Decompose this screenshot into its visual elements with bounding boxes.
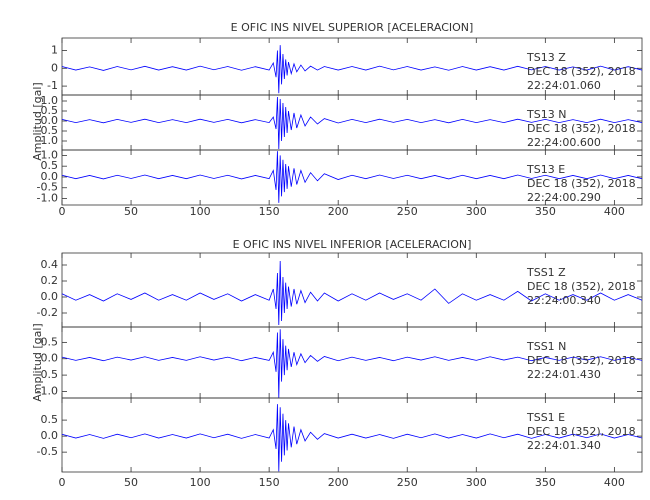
x-tick-label: 50 <box>124 476 138 489</box>
station-annotation: DEC 18 (352), 2018 <box>527 280 636 293</box>
panel-frame <box>61 149 643 206</box>
waveform <box>61 404 643 472</box>
y-tick-label: -1.0 <box>37 134 58 147</box>
y-tick-label: -0.5 <box>37 445 58 458</box>
y-tick-label: -0.5 <box>37 181 58 194</box>
y-tick-label: 0.5 <box>41 159 59 172</box>
station-annotation: DEC 18 (352), 2018 <box>527 354 636 367</box>
y-tick-label: 0.5 <box>41 413 59 426</box>
y-tick-label: -0.5 <box>37 124 58 137</box>
station-annotation: DEC 18 (352), 2018 <box>527 425 636 438</box>
x-tick-label: 200 <box>328 205 349 218</box>
station-annotation: 22:24:00.340 <box>527 294 601 307</box>
x-tick-label: 0 <box>59 476 66 489</box>
waveform <box>61 329 643 399</box>
x-tick-label: 400 <box>604 476 625 489</box>
chart-title: E OFIC INS NIVEL SUPERIOR [ACELERACION] <box>231 21 474 34</box>
x-tick-label: 100 <box>190 476 211 489</box>
y-tick-label: 0.0 <box>41 170 59 183</box>
y-tick-label: -1.0 <box>37 384 58 397</box>
y-tick-label: -0.5 <box>37 368 58 381</box>
waveform <box>61 260 643 326</box>
y-tick-label: 0.5 <box>41 104 59 117</box>
waveform <box>61 151 643 203</box>
station-annotation: DEC 18 (352), 2018 <box>527 177 636 190</box>
y-tick-label: -1 <box>47 79 58 92</box>
x-tick-label: 200 <box>328 476 349 489</box>
x-tick-label: 150 <box>259 476 280 489</box>
y-axis-label: Amplitud [gal] <box>31 323 44 401</box>
x-tick-label: 0 <box>59 205 66 218</box>
x-tick-label: 250 <box>397 476 418 489</box>
station-annotation: TSS1 Z <box>526 266 566 279</box>
x-tick-label: 50 <box>124 205 138 218</box>
station-annotation: TS13 N <box>526 108 566 121</box>
y-axis-label: Amplitud [gal] <box>31 82 44 160</box>
x-tick-label: 350 <box>535 476 556 489</box>
y-tick-label: 0.4 <box>41 258 59 271</box>
waveform <box>61 96 643 150</box>
y-tick-label: 1 <box>51 43 58 56</box>
station-annotation: 22:24:01.060 <box>527 79 601 92</box>
x-tick-label: 150 <box>259 205 280 218</box>
x-tick-label: 250 <box>397 205 418 218</box>
station-annotation: 22:24:01.430 <box>527 368 601 381</box>
y-tick-label: 0.2 <box>41 274 59 287</box>
y-tick-label: 0.0 <box>41 290 59 303</box>
panel-frame <box>61 397 643 473</box>
y-tick-label: -0.2 <box>37 306 58 319</box>
y-tick-label: 0.5 <box>41 335 59 348</box>
x-tick-label: 400 <box>604 205 625 218</box>
y-tick-label: -1.0 <box>37 192 58 205</box>
station-annotation: TS13 Z <box>526 51 566 64</box>
station-annotation: 22:24:01.340 <box>527 439 601 452</box>
y-tick-label: 0.0 <box>41 114 59 127</box>
station-annotation: DEC 18 (352), 2018 <box>527 122 636 135</box>
x-tick-label: 300 <box>466 205 487 218</box>
y-tick-label: 1.0 <box>41 148 59 161</box>
station-annotation: TSS1 N <box>526 340 566 353</box>
x-tick-label: 300 <box>466 476 487 489</box>
y-tick-label: 0.0 <box>41 352 59 365</box>
station-annotation: TSS1 E <box>526 411 565 424</box>
station-annotation: TS13 E <box>526 163 565 176</box>
chart-title: E OFIC INS NIVEL INFERIOR [ACELERACION] <box>233 238 472 251</box>
y-tick-label: 0 <box>51 61 58 74</box>
x-tick-label: 350 <box>535 205 556 218</box>
y-tick-label: 0.0 <box>41 429 59 442</box>
station-annotation: 22:24:00.290 <box>527 191 601 204</box>
x-tick-label: 100 <box>190 205 211 218</box>
waveform <box>61 45 643 94</box>
y-tick-label: 1.0 <box>41 94 59 107</box>
station-annotation: DEC 18 (352), 2018 <box>527 65 636 78</box>
station-annotation: 22:24:00.600 <box>527 136 601 149</box>
